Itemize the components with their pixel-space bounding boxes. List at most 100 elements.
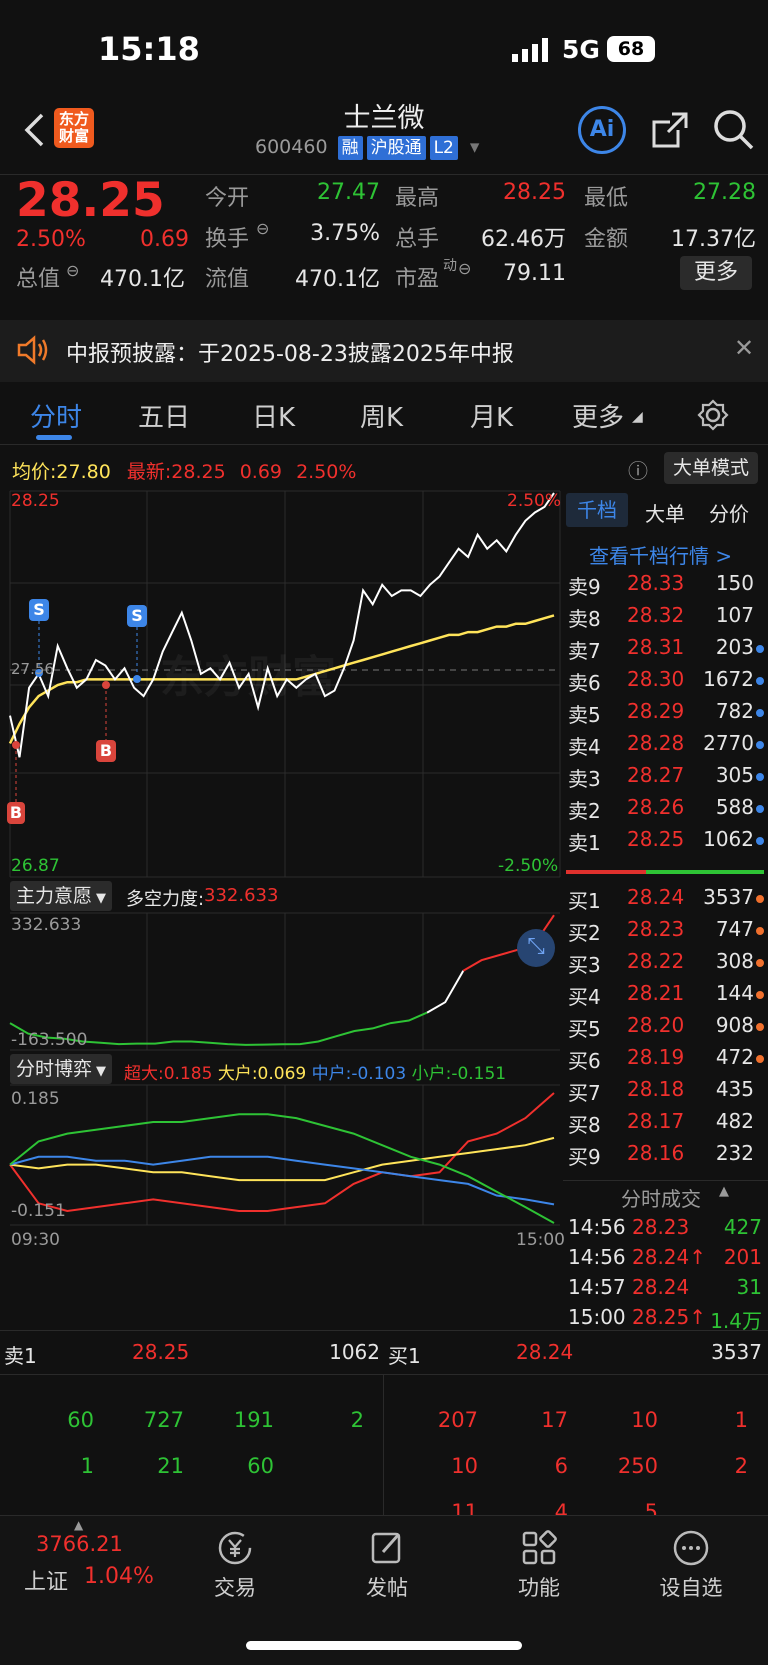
indicator2-select[interactable]: 分时博弈 ▼: [10, 1054, 113, 1084]
share-icon[interactable]: [650, 110, 690, 150]
tab-price-dist[interactable]: 分价: [709, 502, 749, 526]
bid-volume: 747: [715, 917, 754, 941]
ask-row[interactable]: 卖4 28.28 2770: [563, 728, 768, 760]
ask-label: 卖8: [568, 607, 601, 631]
bid-row[interactable]: 买9 28.16 232: [563, 1138, 768, 1170]
trade-row: 14:56 28.24↑ 201: [563, 1242, 768, 1274]
bid-price: 28.18: [627, 1077, 685, 1101]
orange-dot-icon: [756, 927, 764, 935]
info-icon[interactable]: ⊖: [66, 261, 80, 280]
settings-gear-icon[interactable]: [697, 399, 729, 431]
trade-time: 15:00: [568, 1305, 626, 1329]
trades-title[interactable]: 分时成交: [621, 1187, 701, 1211]
ask-price: 28.28: [627, 731, 685, 755]
nav-functions[interactable]: 功能: [484, 1528, 594, 1602]
search-icon[interactable]: [712, 108, 756, 152]
tab-thousand-depth[interactable]: 千档: [566, 493, 628, 527]
indicator1-select[interactable]: 主力意愿 ▼: [10, 881, 113, 911]
queue-cell: 1: [734, 1408, 748, 1432]
ask-row[interactable]: 卖5 28.29 782: [563, 696, 768, 728]
tab-more[interactable]: 更多: [572, 403, 625, 433]
ask-row[interactable]: 卖8 28.32 107: [563, 600, 768, 632]
signal-icon: [512, 38, 548, 62]
high-label: 最高: [395, 186, 440, 211]
pe-sup: 动: [443, 258, 457, 274]
buy-marker[interactable]: B: [7, 802, 25, 824]
tab-monthly[interactable]: 月K: [470, 403, 514, 433]
info-icon[interactable]: ⊖: [458, 259, 472, 278]
bid-row[interactable]: 买5 28.20 908: [563, 1010, 768, 1042]
help-icon[interactable]: ⓘ: [628, 459, 648, 483]
ask-volume: 1672: [703, 667, 754, 691]
close-icon[interactable]: ✕: [734, 334, 755, 362]
index-name[interactable]: 上证: [24, 1570, 69, 1595]
blue-dot-icon: [756, 709, 764, 717]
ind2-bottom: -0.151: [11, 1201, 66, 1221]
bid-row[interactable]: 买8 28.17 482: [563, 1106, 768, 1138]
ask-price: 28.26: [627, 795, 685, 819]
quote-panel: 28.25 2.50% 0.69 总值 ⊖ 470.1亿 今开 27.47 最高…: [0, 173, 768, 320]
chart-info-line: 均价:27.80 最新:28.25 0.69 2.50%: [12, 461, 357, 483]
high-value: 28.25: [503, 180, 566, 205]
queue-cell: 2: [734, 1454, 748, 1478]
bid-row[interactable]: 买3 28.22 308: [563, 946, 768, 978]
stock-subtitle[interactable]: 600460 融沪股通 L2 ▾: [255, 136, 479, 160]
bid-price: 28.17: [627, 1109, 685, 1133]
ask-row[interactable]: 卖6 28.30 1672: [563, 664, 768, 696]
ask-row[interactable]: 卖9 28.33 150: [563, 568, 768, 600]
ai-button[interactable]: Ai: [578, 106, 626, 154]
bid-volume: 908: [715, 1013, 754, 1037]
depth-link[interactable]: 查看千档行情 >: [589, 544, 733, 568]
big-order-mode-button[interactable]: 大单模式: [664, 452, 758, 484]
chart-svg[interactable]: [0, 445, 563, 1325]
notice-bar[interactable]: 中报预披露：于2025-08-23披露2025年中报 ✕: [0, 320, 768, 382]
sell1-label: 卖1: [4, 1344, 37, 1368]
bid-row[interactable]: 买4 28.21 144: [563, 978, 768, 1010]
sell-marker[interactable]: S: [29, 599, 49, 621]
index-value[interactable]: 3766.21: [36, 1532, 123, 1556]
queue-cell: 207: [437, 1408, 478, 1432]
trade-time: 14:56: [568, 1215, 626, 1239]
x-end: 15:00: [516, 1230, 565, 1250]
nav-post[interactable]: 发帖: [332, 1528, 442, 1602]
info-icon[interactable]: ⊖: [256, 219, 270, 238]
ask-volume: 305: [715, 763, 754, 787]
ask-row[interactable]: 卖3 28.27 305: [563, 760, 768, 792]
game-line-1: [9, 1136, 555, 1182]
volume-value: 62.46万: [481, 227, 566, 252]
ask-row[interactable]: 卖2 28.26 588: [563, 792, 768, 824]
tab-intraday[interactable]: 分时: [30, 403, 83, 433]
bid-row[interactable]: 买1 28.24 3537: [563, 882, 768, 914]
ask-label: 卖4: [568, 735, 601, 759]
tab-5day[interactable]: 五日: [138, 403, 191, 433]
bid-price: 28.20: [627, 1013, 685, 1037]
tag-connect: 沪股通: [366, 136, 426, 160]
bid-row[interactable]: 买7 28.18 435: [563, 1074, 768, 1106]
nav-trade[interactable]: 交易: [180, 1528, 290, 1602]
intent-line-green: [9, 1011, 428, 1046]
bid-row[interactable]: 买2 28.23 747: [563, 914, 768, 946]
tab-daily[interactable]: 日K: [252, 403, 296, 433]
network-label: 5G: [562, 35, 600, 64]
orderbook: 千档 大单 分价 查看千档行情 > 卖9 28.33 150 卖8 28.32 107 卖7…: [563, 490, 768, 1333]
index-pct[interactable]: 1.04%: [84, 1564, 154, 1589]
game-line-0: [9, 1092, 555, 1213]
edit-icon: [371, 1532, 401, 1564]
more-button[interactable]: 更多: [680, 256, 752, 290]
nav-watchlist[interactable]: 设自选: [636, 1528, 746, 1602]
back-icon[interactable]: [22, 112, 46, 148]
ask-volume: 203: [715, 635, 754, 659]
orange-dot-icon: [756, 1055, 764, 1063]
bid-row[interactable]: 买6 28.19 472: [563, 1042, 768, 1074]
trade-time: 14:56: [568, 1245, 626, 1269]
tab-weekly[interactable]: 周K: [360, 403, 404, 433]
ask-row[interactable]: 卖1 28.25 1062: [563, 824, 768, 856]
tab-big-order[interactable]: 大单: [645, 502, 685, 526]
ask-price: 28.31: [627, 635, 685, 659]
sell-marker[interactable]: S: [127, 605, 147, 627]
bid-label: 买3: [568, 953, 601, 977]
expand-icon[interactable]: ⤡: [517, 929, 555, 967]
orange-dot-icon: [756, 959, 764, 967]
buy-marker[interactable]: B: [96, 740, 116, 762]
ask-row[interactable]: 卖7 28.31 203: [563, 632, 768, 664]
